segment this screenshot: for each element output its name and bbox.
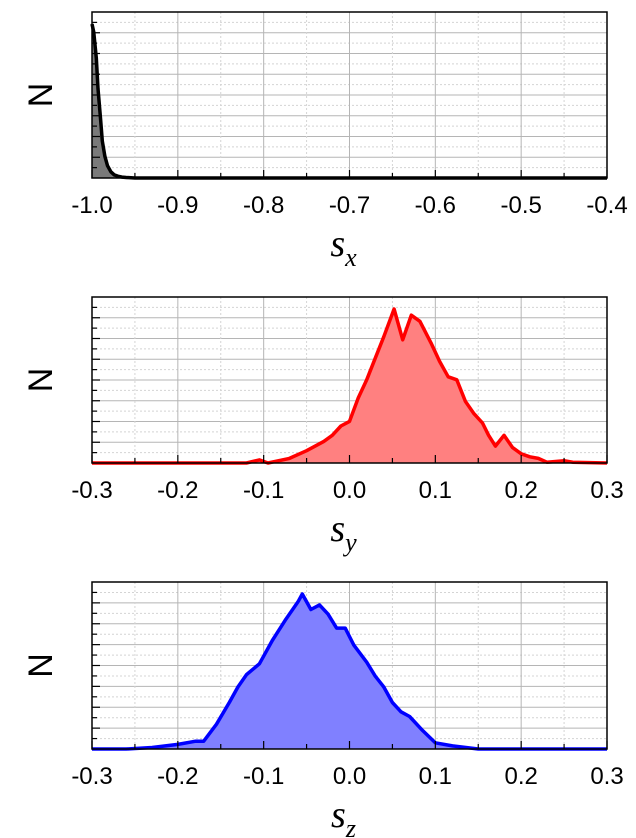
x-axis-label-symbol: s <box>330 223 345 265</box>
series-line <box>92 307 608 465</box>
x-axis-label-subscript: y <box>342 528 357 557</box>
x-tick-label: -0.5 <box>500 192 541 219</box>
x-tick-label: 0.1 <box>419 763 452 790</box>
x-tick-label: 0.3 <box>590 763 623 790</box>
x-axis-label-symbol: s <box>330 508 345 550</box>
x-axis-label: sy <box>330 508 357 557</box>
x-tick-label: -0.7 <box>329 192 370 219</box>
series-area <box>92 309 607 463</box>
x-tick-label: -0.3 <box>71 477 112 504</box>
x-tick-label: 0.1 <box>419 477 452 504</box>
x-axis-label-symbol: s <box>331 794 346 836</box>
y-axis-label: N <box>22 653 60 678</box>
x-tick-label: -0.1 <box>243 763 284 790</box>
x-axis-label-subscript: z <box>345 814 356 838</box>
x-tick-label: -0.2 <box>157 763 198 790</box>
x-tick-label: -1.0 <box>71 192 112 219</box>
x-tick-label: 0.3 <box>590 477 623 504</box>
x-axis-label-subscript: x <box>344 243 357 272</box>
x-tick-label: -0.8 <box>243 192 284 219</box>
x-tick-label: -0.3 <box>71 763 112 790</box>
series-area <box>92 594 607 749</box>
y-axis-label: N <box>22 368 60 393</box>
x-tick-label: -0.9 <box>157 192 198 219</box>
x-axis-label: sz <box>331 794 356 838</box>
chart-sx: -1.0 -0.9 -0.8 -0.7 -0.6 -0.5 -0.4 Nsx <box>22 11 628 272</box>
x-tick-label: -0.4 <box>586 192 627 219</box>
x-tick-label: -0.1 <box>243 477 284 504</box>
x-axis-label: sx <box>330 223 357 272</box>
y-axis-label: N <box>22 83 60 108</box>
x-tick-label: 0.0 <box>333 763 366 790</box>
x-tick-label: 0.0 <box>333 477 366 504</box>
x-tick-label: 0.2 <box>504 763 537 790</box>
x-tick-label: -0.6 <box>415 192 456 219</box>
chart-sz: -0.3 -0.2 -0.1 0.0 0.1 0.2 0.3 Nsz <box>22 581 624 838</box>
chart-sy: -0.3 -0.2 -0.1 0.0 0.1 0.2 0.3 Nsy <box>22 296 624 557</box>
series-line <box>92 592 607 751</box>
x-tick-label: -0.2 <box>157 477 198 504</box>
x-tick-label: 0.2 <box>504 477 537 504</box>
